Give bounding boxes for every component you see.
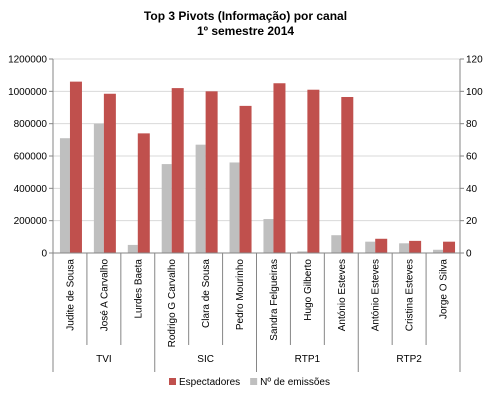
legend-swatch bbox=[250, 378, 258, 385]
legend-swatch bbox=[169, 378, 176, 385]
bar-espectadores bbox=[171, 88, 184, 253]
bar-emissoes bbox=[263, 219, 274, 253]
bar-emissoes bbox=[229, 162, 240, 253]
y-left-tick-label: 400000 bbox=[14, 184, 48, 195]
x-category-label: António Esteves bbox=[337, 259, 348, 331]
y-right-tick-label: 80 bbox=[466, 119, 478, 130]
y-left-tick-label: 800000 bbox=[14, 119, 48, 130]
y-left-tick-label: 600000 bbox=[14, 152, 48, 163]
bar-emissoes bbox=[399, 243, 410, 253]
y-left-tick-label: 0 bbox=[41, 249, 47, 260]
bar-emissoes bbox=[331, 235, 342, 253]
x-category-label: Sandra Felgueiras bbox=[269, 259, 280, 341]
bar-emissoes bbox=[297, 251, 308, 253]
x-group-label: RTP2 bbox=[396, 354, 422, 365]
bar-emissoes bbox=[433, 249, 444, 253]
chart-title-line-2: 1º semestre 2014 bbox=[196, 24, 295, 38]
x-group-label: TVI bbox=[96, 354, 112, 365]
x-category-label: Rodrigo G Carvalho bbox=[167, 259, 178, 348]
x-category-label: Judite de Sousa bbox=[65, 259, 76, 331]
bar-espectadores bbox=[103, 93, 116, 253]
y-right-tick-label: 0 bbox=[466, 249, 472, 260]
legend-label: Espectadores bbox=[179, 377, 240, 388]
x-category-label: José A Carvalho bbox=[99, 259, 110, 332]
bar-espectadores bbox=[307, 89, 320, 253]
x-category-label: Hugo Gilberto bbox=[303, 259, 314, 321]
bar-espectadores bbox=[409, 240, 422, 253]
x-group-label: RTP1 bbox=[295, 354, 321, 365]
bar-espectadores bbox=[443, 241, 456, 253]
y-right-tick-label: 60 bbox=[466, 152, 478, 163]
chart-title: Top 3 Pivots (Informação) por canal 1º s… bbox=[0, 9, 491, 39]
y-right-tick-label: 100 bbox=[466, 87, 483, 98]
bar-espectadores bbox=[375, 238, 388, 253]
x-category-label: Pedro Mourinho bbox=[235, 259, 246, 331]
y-left-tick-label: 200000 bbox=[14, 216, 48, 227]
bar-emissoes bbox=[127, 244, 138, 253]
y-right-tick-label: 20 bbox=[466, 216, 478, 227]
bar-emissoes bbox=[93, 123, 104, 254]
x-category-label: Cristina Esteves bbox=[405, 259, 416, 331]
y-right-tick-label: 120 bbox=[466, 55, 483, 66]
chart-title-line-1: Top 3 Pivots (Informação) por canal bbox=[143, 9, 348, 23]
y-left-tick-label: 1200000 bbox=[8, 55, 47, 66]
x-category-label: Jorge O Silva bbox=[439, 259, 450, 319]
x-group-label: SIC bbox=[197, 354, 214, 365]
y-left-tick-label: 1000000 bbox=[8, 87, 47, 98]
bar-espectadores bbox=[137, 133, 150, 253]
bar-emissoes bbox=[59, 138, 70, 253]
x-category-label: Clara de Sousa bbox=[201, 259, 212, 328]
bar-espectadores bbox=[341, 96, 354, 253]
bar-emissoes bbox=[195, 144, 206, 253]
bar-espectadores bbox=[273, 83, 286, 253]
y-right-tick-label: 40 bbox=[466, 184, 478, 195]
legend-label: Nº de emissões bbox=[260, 377, 330, 388]
x-category-label: Lurdes Baeta bbox=[133, 259, 144, 319]
bar-espectadores bbox=[239, 105, 252, 253]
bar-emissoes bbox=[161, 164, 172, 253]
bar-espectadores bbox=[69, 81, 82, 253]
bar-espectadores bbox=[205, 91, 218, 253]
x-category-label: António Esteves bbox=[371, 259, 382, 331]
bar-emissoes bbox=[365, 241, 376, 253]
